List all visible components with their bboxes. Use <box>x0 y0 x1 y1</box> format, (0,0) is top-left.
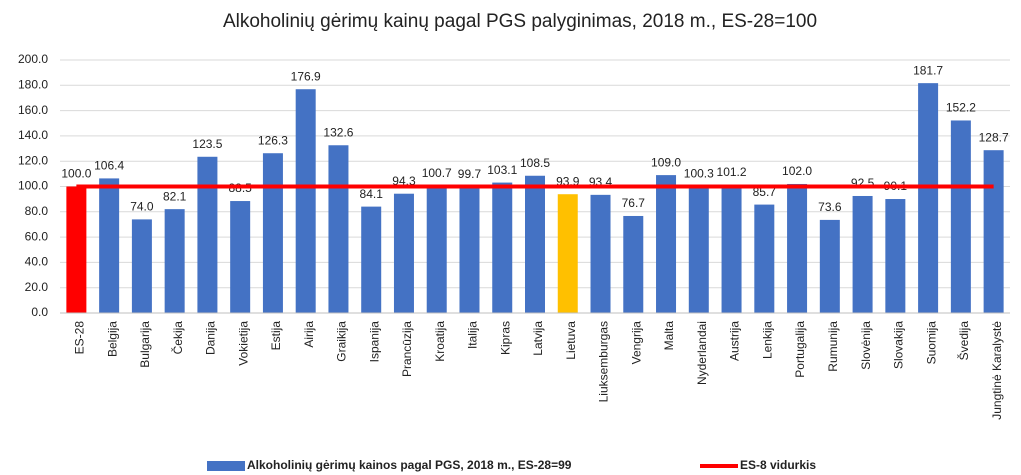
bar <box>426 185 447 313</box>
data-label: 106.4 <box>94 159 124 173</box>
data-label: 100.7 <box>422 166 452 180</box>
bar <box>590 194 611 313</box>
bar <box>557 194 578 313</box>
bar <box>295 89 316 313</box>
y-tick-label: 160.0 <box>18 103 48 117</box>
bar <box>852 195 873 313</box>
data-label: 123.5 <box>192 137 222 151</box>
x-tick-label: ES-28 <box>73 321 87 355</box>
x-tick-label: Belgija <box>105 321 119 357</box>
data-label: 102.0 <box>782 164 812 178</box>
x-tick-label: Malta <box>662 321 676 351</box>
legend-swatch <box>207 461 245 471</box>
data-label: 108.5 <box>520 156 550 170</box>
data-label: 109.0 <box>651 155 681 169</box>
y-tick-label: 80.0 <box>25 204 49 218</box>
y-tick-label: 0.0 <box>31 305 48 319</box>
x-tick-label: Lietuva <box>564 321 578 360</box>
x-tick-label: Ispanija <box>367 321 381 363</box>
bar <box>393 193 414 313</box>
y-tick-label: 120.0 <box>18 153 48 167</box>
x-tick-label: Italija <box>466 321 480 349</box>
data-label: 74.0 <box>130 200 154 214</box>
x-tick-label: Latvija <box>531 321 545 356</box>
x-tick-label: Slovakija <box>892 321 906 369</box>
bar <box>230 201 251 313</box>
x-tick-label: Suomija <box>924 321 938 365</box>
bar <box>623 215 644 313</box>
bar <box>656 175 677 313</box>
bar <box>459 186 480 313</box>
y-tick-label: 100.0 <box>18 179 48 193</box>
bar <box>721 184 742 313</box>
y-tick-label: 140.0 <box>18 128 48 142</box>
x-tick-label: Graikija <box>335 321 349 362</box>
bar <box>361 206 382 313</box>
x-tick-label: Lenkija <box>760 321 774 359</box>
bar <box>66 186 87 313</box>
y-tick-label: 60.0 <box>25 229 49 243</box>
data-label: 126.3 <box>258 133 288 147</box>
bar <box>197 156 218 313</box>
data-label: 101.2 <box>717 165 747 179</box>
bar <box>328 145 349 313</box>
bar <box>754 204 775 313</box>
x-tick-label: Prancūzija <box>400 321 414 377</box>
x-tick-label: Čekija <box>170 321 185 355</box>
bar <box>525 175 545 313</box>
bar <box>688 186 709 313</box>
x-tick-label: Estija <box>269 321 283 351</box>
data-label: 76.7 <box>622 196 646 210</box>
x-tick-label: Danija <box>204 321 218 355</box>
y-tick-label: 180.0 <box>18 77 48 91</box>
data-label: 94.3 <box>392 174 416 188</box>
data-label: 132.6 <box>323 125 353 139</box>
x-tick-label: Slovėnija <box>859 321 873 370</box>
bar <box>950 120 971 313</box>
data-label: 152.2 <box>946 101 976 115</box>
x-tick-label: Liuksemburgas <box>597 321 611 402</box>
bar <box>262 153 283 313</box>
x-tick-label: Airija <box>302 321 316 348</box>
x-tick-label: Kipras <box>498 321 512 355</box>
x-tick-label: Jungtinė Karalystė <box>990 321 1004 420</box>
data-label: 73.6 <box>818 200 842 214</box>
bar <box>819 219 840 313</box>
bar <box>983 150 1004 313</box>
data-label: 82.1 <box>163 189 187 203</box>
x-tick-label: Nyderlandai <box>695 321 709 385</box>
chart-title: Alkoholinių gėrimų kainų pagal PGS palyg… <box>223 11 817 32</box>
bar <box>787 183 808 313</box>
data-label: 100.3 <box>684 166 714 180</box>
bar <box>918 83 939 313</box>
x-tick-label: Vokietija <box>236 321 250 366</box>
x-tick-label: Portugalija <box>793 321 807 378</box>
bar <box>885 199 906 313</box>
legend-label: Alkoholinių gėrimų kainos pagal PGS, 201… <box>247 458 572 472</box>
x-tick-label: Rumunija <box>826 321 840 372</box>
x-tick-label: Vengrija <box>629 321 643 365</box>
bar <box>131 219 152 313</box>
data-label: 103.1 <box>487 163 517 177</box>
x-tick-label: Bulgarija <box>138 321 152 368</box>
data-label: 84.1 <box>360 187 384 201</box>
bar <box>164 209 185 313</box>
data-label: 176.9 <box>291 69 321 83</box>
y-tick-label: 200.0 <box>18 52 48 66</box>
y-tick-label: 40.0 <box>25 255 49 269</box>
data-label: 181.7 <box>913 63 943 77</box>
bar <box>492 182 513 313</box>
x-tick-label: Kroatija <box>433 321 447 362</box>
legend-label: ES-8 vidurkis <box>740 458 816 472</box>
x-tick-label: Austrija <box>728 321 742 361</box>
data-label: 100.0 <box>61 167 91 181</box>
y-tick-label: 20.0 <box>25 280 49 294</box>
data-label: 128.7 <box>979 130 1009 144</box>
x-tick-label: Švedija <box>956 321 971 361</box>
data-label: 99.7 <box>458 167 482 181</box>
bar <box>99 178 120 313</box>
